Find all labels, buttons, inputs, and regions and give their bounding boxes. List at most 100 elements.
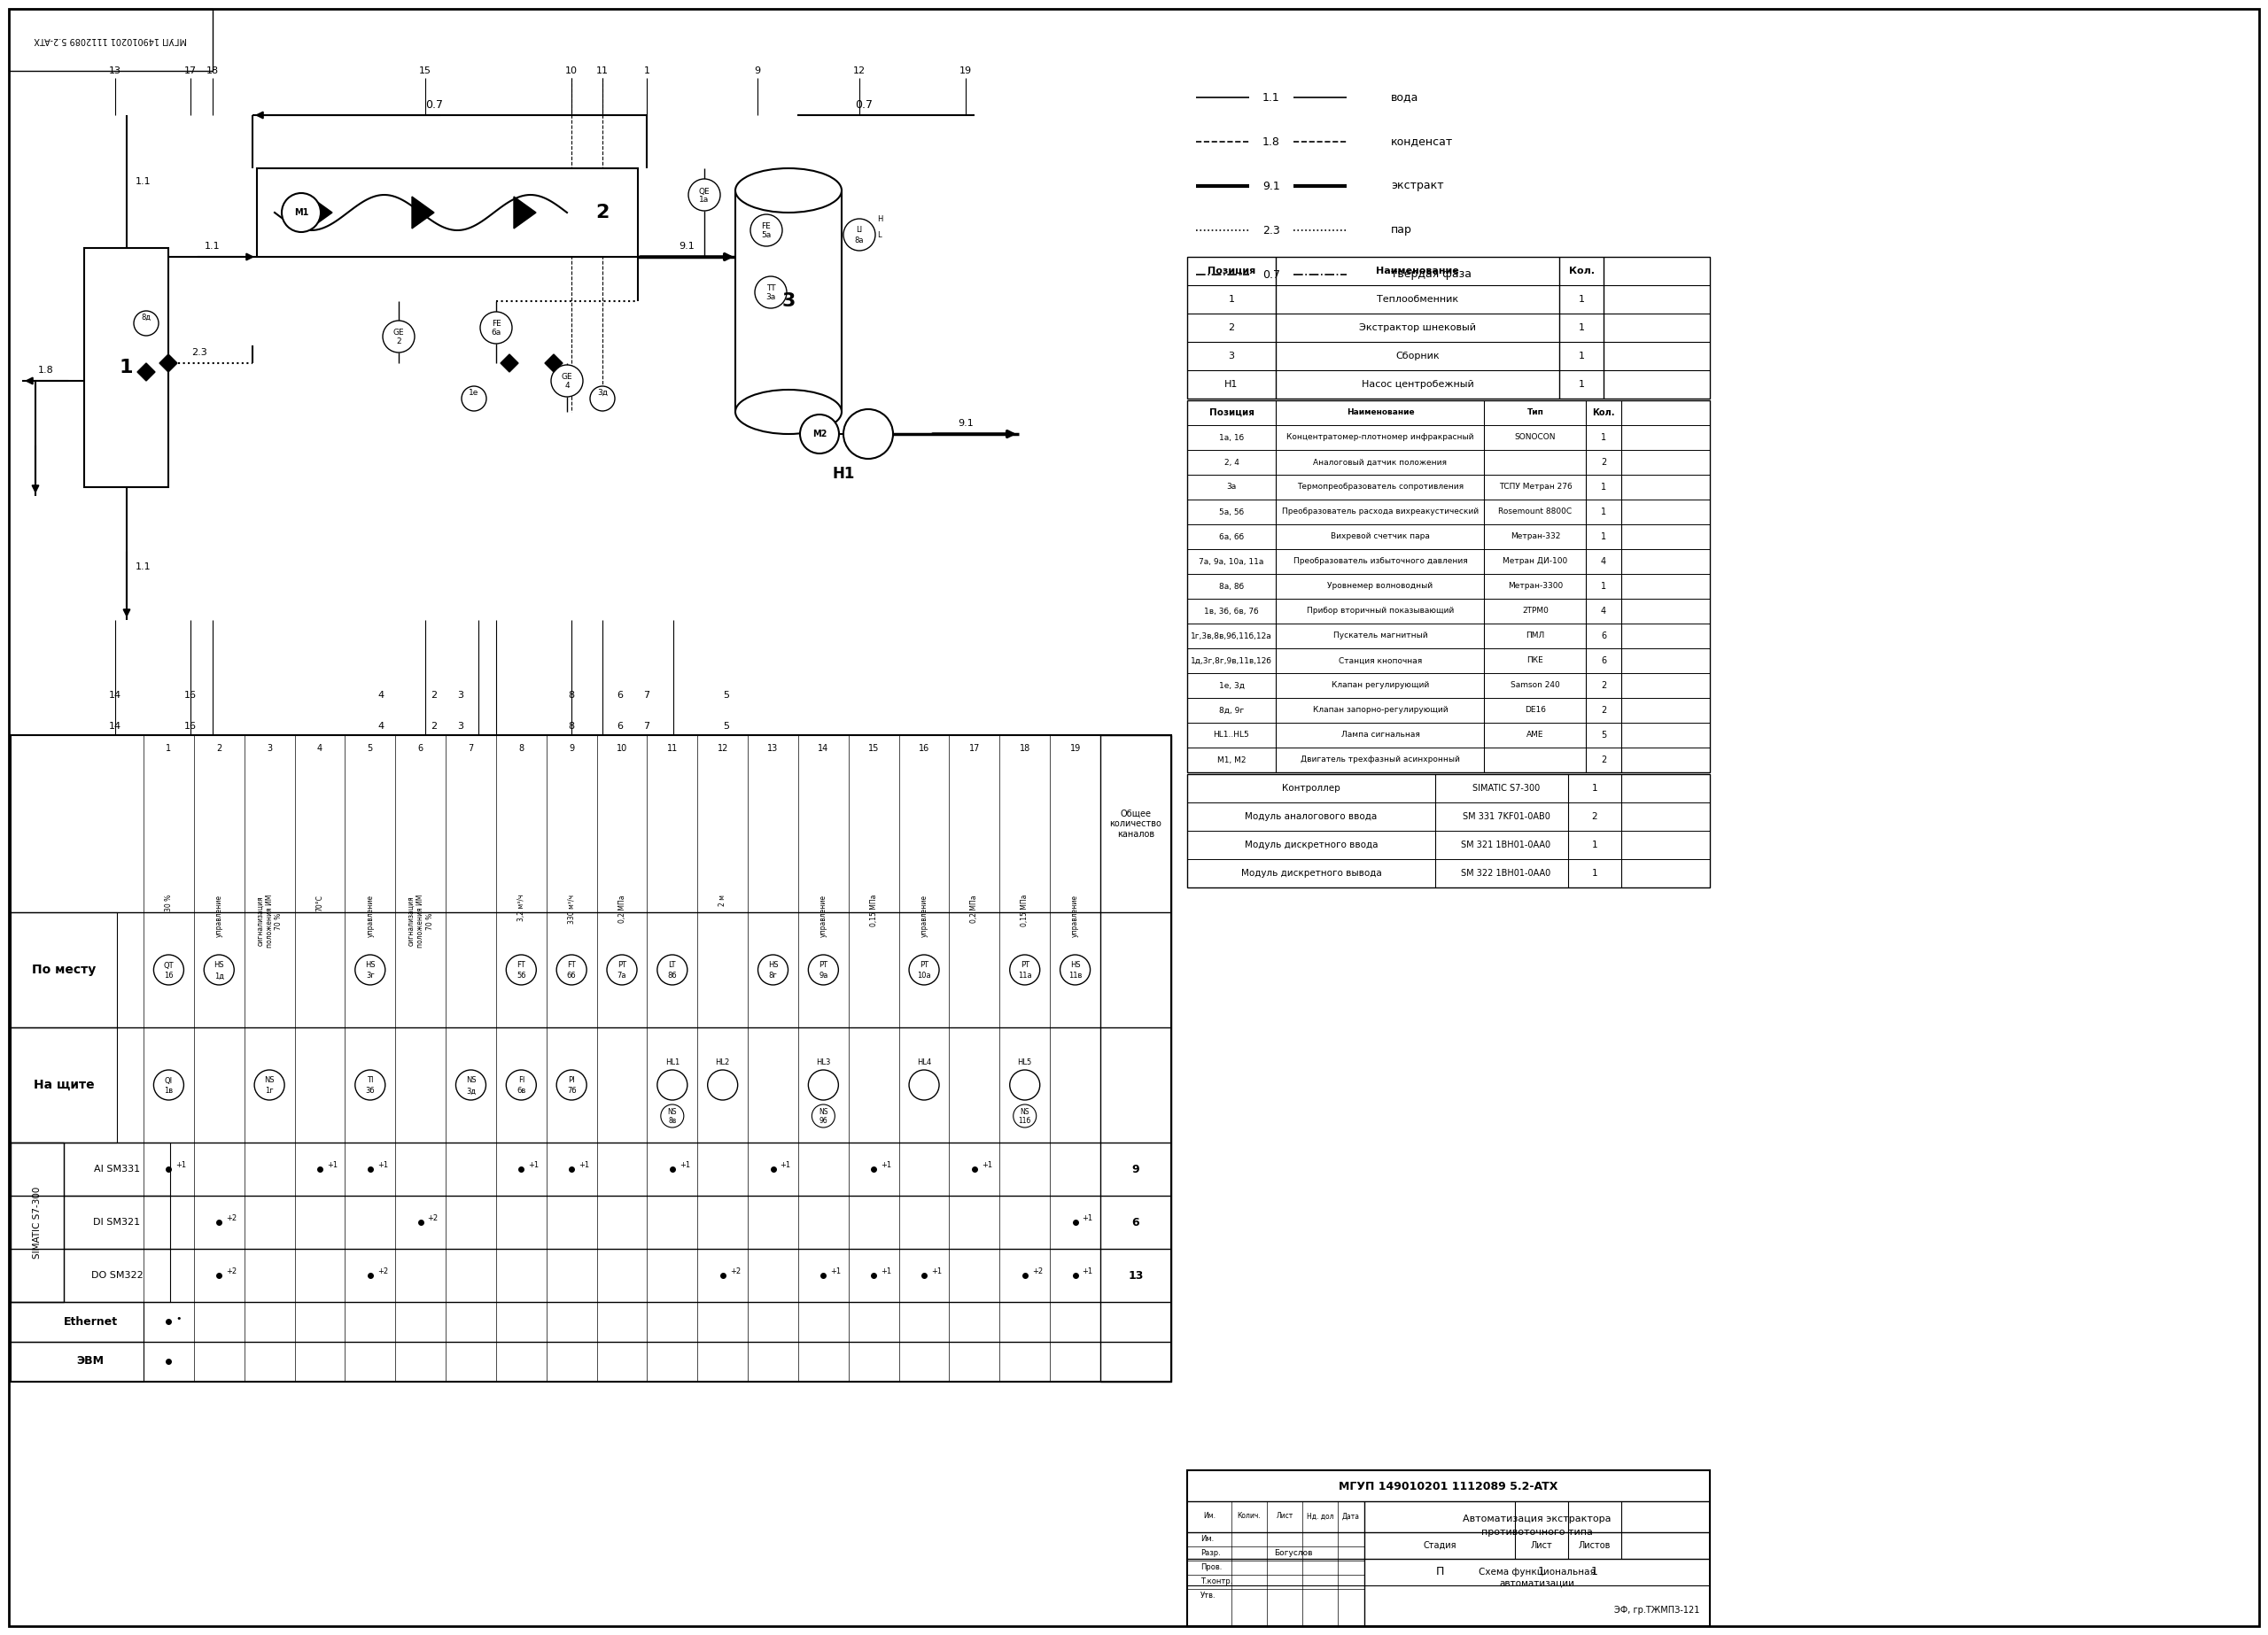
Text: Термопреобразователь сопротивления: Термопреобразователь сопротивления [1297,484,1463,490]
Text: 30 %: 30 % [166,894,172,912]
Text: 11а: 11а [1018,973,1032,979]
Circle shape [154,955,184,984]
Text: M1, M2: M1, M2 [1218,755,1245,764]
Text: 9б: 9б [819,1117,828,1125]
Text: DO SM322: DO SM322 [91,1270,143,1280]
Text: 5а, 5б: 5а, 5б [1218,508,1243,517]
Text: HL1: HL1 [665,1059,680,1066]
Bar [11,1027,118,1143]
Text: 3: 3 [268,744,272,752]
Text: 2.3: 2.3 [1263,224,1279,235]
Text: 5: 5 [723,692,730,700]
Text: +1: +1 [780,1161,792,1169]
Text: 9: 9 [755,67,760,75]
Text: 7а, 9а, 10а, 11а: 7а, 9а, 10а, 11а [1200,558,1263,566]
Text: HL3: HL3 [816,1059,830,1066]
Text: 6в: 6в [517,1087,526,1095]
Text: пар: пар [1390,224,1413,235]
Text: 1.1: 1.1 [136,562,152,571]
Text: +2: +2 [376,1267,388,1275]
Text: Модуль аналогового ввода: Модуль аналогового ввода [1245,813,1377,821]
Text: 17: 17 [968,744,980,752]
Circle shape [807,1069,839,1100]
Text: 5: 5 [1601,731,1606,739]
Text: 1: 1 [1229,294,1234,304]
Text: Им.: Им. [1200,1535,1213,1543]
Text: Наименование: Наименование [1377,267,1458,275]
Circle shape [551,365,583,397]
Text: HL2: HL2 [714,1059,730,1066]
Polygon shape [413,196,433,229]
Text: МГУП 149010201 1112089 5.2-ATX: МГУП 149010201 1112089 5.2-ATX [34,36,188,44]
Bar [11,1342,143,1382]
Text: Двигатель трехфазный асинхронный: Двигатель трехфазный асинхронный [1300,755,1461,764]
Text: 5: 5 [723,721,730,731]
Bar [735,190,841,412]
Text: 14: 14 [109,692,122,700]
Text: 9: 9 [1132,1164,1139,1176]
Text: твердая фаза: твердая фаза [1390,268,1472,280]
Circle shape [909,1069,939,1100]
Text: 3: 3 [782,293,796,311]
Circle shape [658,955,687,984]
Bar [64,1249,170,1301]
Text: Тип: Тип [1526,409,1545,417]
Text: управление: управление [365,894,374,937]
Text: 1: 1 [1601,507,1606,517]
Text: П: П [1436,1566,1445,1578]
Text: 16: 16 [184,692,197,700]
Text: ПКЕ: ПКЕ [1526,657,1545,665]
Bar [11,1301,143,1342]
Circle shape [134,311,159,335]
Text: 3а: 3а [1227,484,1236,490]
Text: 2.3: 2.3 [191,348,206,356]
Text: Аналоговый датчик положения: Аналоговый датчик положения [1313,458,1447,466]
Text: 1в, 3б, 6в, 7б: 1в, 3б, 6в, 7б [1204,607,1259,615]
Circle shape [844,409,894,459]
Text: Ethernet: Ethernet [64,1316,118,1328]
Circle shape [204,955,234,984]
Text: противоточного типа: противоточного типа [1481,1527,1592,1537]
Text: 8в: 8в [669,1117,676,1125]
Text: Кол.: Кол. [1592,409,1615,417]
Text: 1.8: 1.8 [1263,136,1279,147]
Text: 3а: 3а [767,293,776,301]
Text: сигнализация
положения ИМ
70 %: сигнализация положения ИМ 70 % [408,894,433,948]
Text: +1: +1 [177,1161,186,1169]
Text: Нд. дол: Нд. дол [1306,1512,1334,1521]
Text: 70°C: 70°C [315,894,324,911]
Text: 1: 1 [1538,1566,1545,1578]
Circle shape [506,1069,535,1100]
Text: Лист: Лист [1277,1512,1293,1521]
Text: 18: 18 [1018,744,1030,752]
Text: 1: 1 [1579,352,1585,360]
Text: 0,15 МПа: 0,15 МПа [869,894,878,927]
Text: +1: +1 [932,1267,941,1275]
Text: FI: FI [517,1076,524,1084]
Polygon shape [515,196,535,229]
Circle shape [758,955,787,984]
Text: На щите: На щите [34,1079,95,1091]
Text: NS: NS [265,1076,274,1084]
Text: 6а: 6а [492,329,501,337]
Text: 3: 3 [458,692,463,700]
Text: 4: 4 [379,692,383,700]
Text: SONOCON: SONOCON [1515,433,1556,441]
Text: QE: QE [699,188,710,195]
Circle shape [1014,1105,1036,1128]
Text: Преобразователь избыточного давления: Преобразователь избыточного давления [1293,558,1467,566]
Text: 8д: 8д [141,312,152,320]
Text: 0.7: 0.7 [855,98,873,110]
Circle shape [658,1069,687,1100]
Text: 330 м³/ч: 330 м³/ч [567,894,576,924]
Text: 12: 12 [853,67,866,75]
Text: 1е: 1е [469,389,479,396]
Text: экстракт: экстракт [1390,180,1445,191]
Circle shape [281,193,320,232]
Text: ЭВМ: ЭВМ [77,1355,104,1367]
Circle shape [909,955,939,984]
Text: Rosemount 8800С: Rosemount 8800С [1499,508,1572,517]
Text: Клапан запорно-регулирующий: Клапан запорно-регулирующий [1313,706,1447,714]
Text: TT: TT [767,284,776,293]
Text: QT: QT [163,961,175,970]
